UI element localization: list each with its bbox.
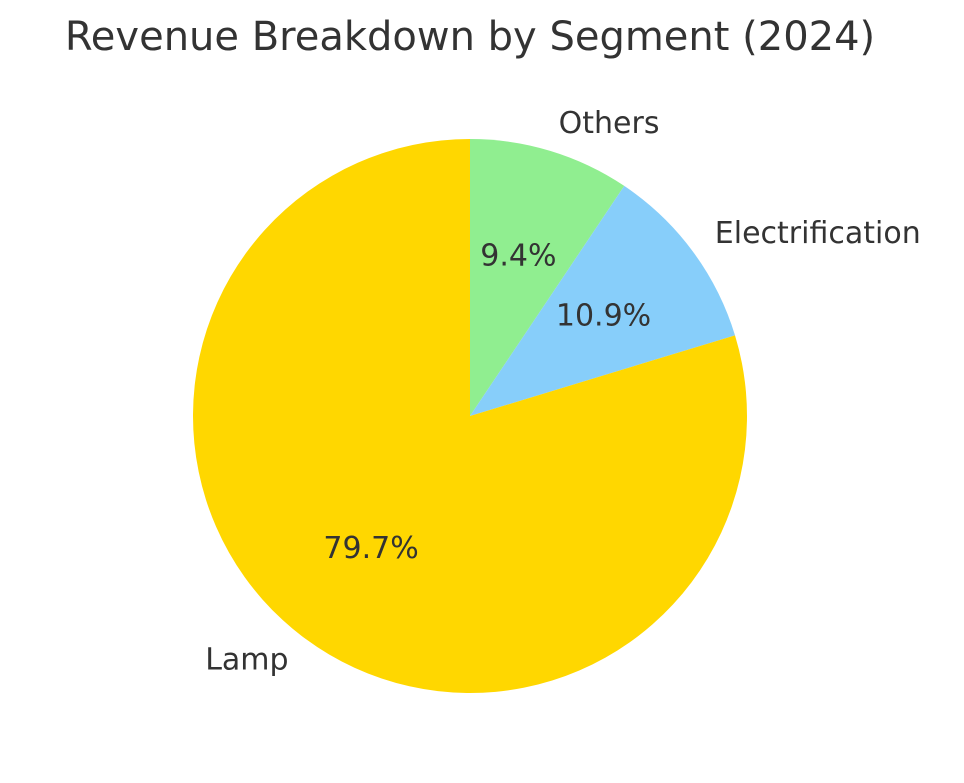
slice-pct-lamp: 79.7% [323,531,418,566]
slice-label-others: Others [559,106,660,141]
pie-slice-others [470,139,625,416]
pie-labels: Others 9.4% Electrification 10.9% Lamp 79.7% [205,106,921,677]
slice-pct-others: 9.4% [480,238,556,273]
slice-label-electrification: Electrification [715,216,921,251]
pie-slice-electrification [470,185,736,416]
pie-slice-lamp [192,139,747,694]
slice-pct-electrification: 10.9% [556,299,651,334]
pie-slices [192,139,747,694]
chart-title: Revenue Breakdown by Segment (2024) [64,14,876,60]
slice-label-lamp: Lamp [205,642,288,677]
